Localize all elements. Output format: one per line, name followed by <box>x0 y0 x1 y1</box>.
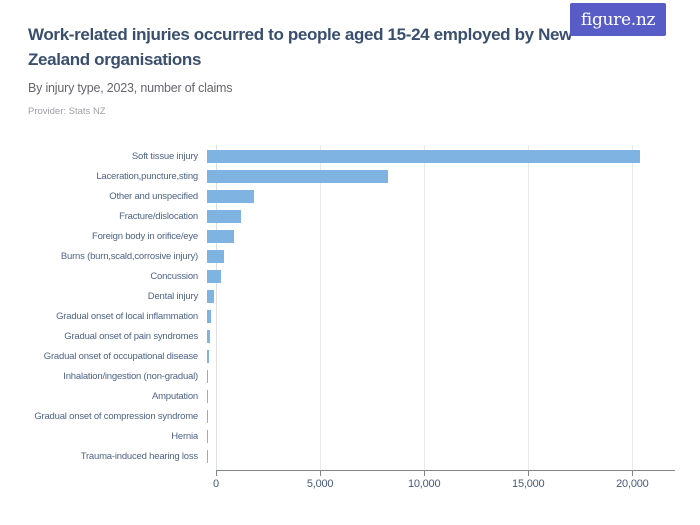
bar-track <box>207 346 666 366</box>
bar-track <box>207 326 666 346</box>
axis-tick-label: 15,000 <box>512 478 545 490</box>
axis-tick <box>216 471 217 476</box>
chart-row: Amputation <box>0 386 700 406</box>
category-label: Soft tissue injury <box>131 150 198 162</box>
grid-layer <box>216 145 675 470</box>
x-axis-line <box>216 470 675 471</box>
bar <box>207 289 215 303</box>
bar-track <box>207 206 666 226</box>
category-label: Gradual onset of local inflammation <box>56 310 198 322</box>
axis-tick-label: 20,000 <box>616 478 649 490</box>
chart-row: Dental injury <box>0 286 700 306</box>
bar-track <box>207 246 666 266</box>
axis-tick <box>320 471 322 476</box>
category-label: Concussion <box>150 270 198 282</box>
chart-row: Trauma-induced hearing loss <box>0 446 700 466</box>
chart-row: Concussion <box>0 266 700 286</box>
bar <box>207 189 254 203</box>
bar <box>207 329 211 343</box>
bar <box>207 249 225 263</box>
chart-row: Inhalation/ingestion (non-gradual) <box>0 366 700 386</box>
category-label: Amputation <box>151 390 198 402</box>
category-label: Other and unspecified <box>109 190 198 202</box>
category-label: Laceration,puncture,sting <box>96 170 198 182</box>
category-label: Dental injury <box>147 290 198 302</box>
axis-tick <box>632 471 634 476</box>
bar-track <box>207 146 666 166</box>
chart-row: Foreign body in orifice/eye <box>0 226 700 246</box>
figure-nz-logo[interactable]: figure.nz <box>570 3 666 36</box>
category-label: Trauma-induced hearing loss <box>80 450 198 462</box>
bar-track <box>207 166 666 186</box>
chart-row: Gradual onset of occupational disease <box>0 346 700 366</box>
page-title: Work-related injuries occurred to people… <box>28 25 573 69</box>
category-label: Gradual onset of compression syndrome <box>34 410 198 422</box>
bar-track <box>207 266 666 286</box>
axis-tick <box>528 471 530 476</box>
bar-track <box>207 186 666 206</box>
category-label: Hernia <box>171 430 198 442</box>
bar <box>207 209 241 223</box>
bar <box>207 449 208 463</box>
category-label: Fracture/dislocation <box>119 210 198 222</box>
bar <box>207 369 209 383</box>
axis-tick-label: 5,000 <box>306 478 334 490</box>
category-label: Inhalation/ingestion (non-gradual) <box>63 370 198 382</box>
bar <box>207 149 641 163</box>
zero-gridline <box>216 145 217 470</box>
chart-subtitle: By injury type, 2023, number of claims <box>28 81 233 95</box>
bar <box>207 389 209 403</box>
category-label: Foreign body in orifice/eye <box>91 230 198 242</box>
bar <box>207 269 221 283</box>
bar-track <box>207 426 666 446</box>
bar-track <box>207 286 666 306</box>
chart-row: Soft tissue injury <box>0 146 700 166</box>
chart-row: Gradual onset of compression syndrome <box>0 406 700 426</box>
bar <box>207 229 234 243</box>
bar <box>207 309 211 323</box>
bar <box>207 409 208 423</box>
bar-track <box>207 406 666 426</box>
chart-row: Gradual onset of pain syndromes <box>0 326 700 346</box>
chart-row: Gradual onset of local inflammation <box>0 306 700 326</box>
bar-track <box>207 226 666 246</box>
bar <box>207 429 208 443</box>
chart-row: Burns (burn,scald,corrosive injury) <box>0 246 700 266</box>
axis-tick-label: 0 <box>213 478 219 490</box>
bar-track <box>207 366 666 386</box>
category-label: Burns (burn,scald,corrosive injury) <box>60 250 198 262</box>
gridline <box>424 145 426 470</box>
bar-track <box>207 446 666 466</box>
bar-chart: Soft tissue injury Laceration,puncture,st… <box>0 145 700 505</box>
plot-area: Soft tissue injury Laceration,puncture,st… <box>0 146 700 466</box>
bar-track <box>207 386 666 406</box>
category-label: Gradual onset of pain syndromes <box>64 330 198 342</box>
chart-row: Other and unspecified <box>0 186 700 206</box>
gridline <box>320 145 322 470</box>
bar-track <box>207 306 666 326</box>
figure-nz-logo-text: figure.nz <box>580 9 656 30</box>
chart-row: Laceration,puncture,sting <box>0 166 700 186</box>
chart-row: Fracture/dislocation <box>0 206 700 226</box>
chart-row: Hernia <box>0 426 700 446</box>
axis-tick <box>424 471 426 476</box>
gridline <box>632 145 634 470</box>
bar <box>207 349 209 363</box>
provider-credit: Provider: Stats NZ <box>28 106 106 117</box>
axis-tick-label: 10,000 <box>407 478 441 490</box>
gridline <box>528 145 530 470</box>
category-label: Gradual onset of occupational disease <box>43 350 198 362</box>
bar <box>207 169 389 183</box>
